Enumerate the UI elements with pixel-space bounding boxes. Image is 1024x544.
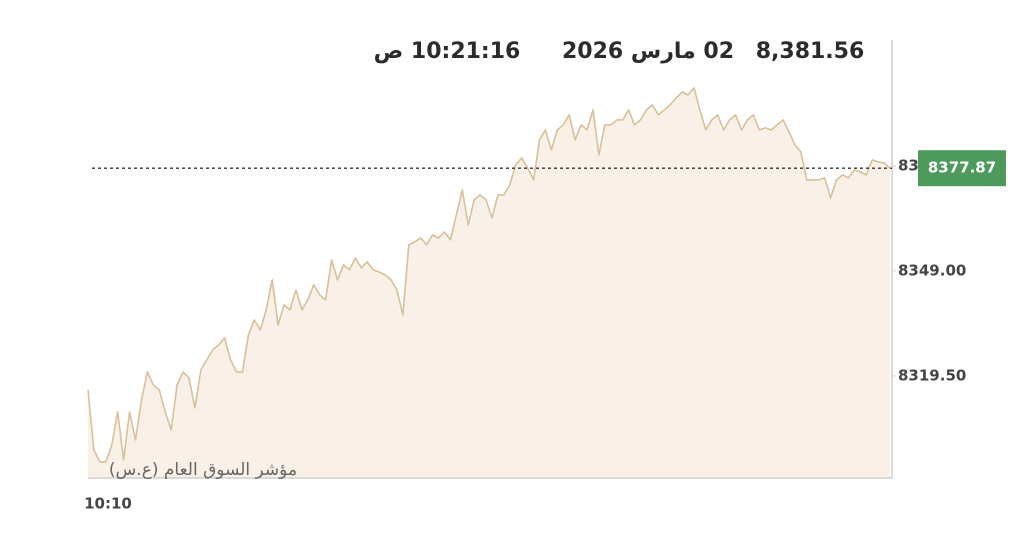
last-price-label: 8377.87 — [928, 159, 996, 177]
header-date: 02 مارس 2026 — [562, 39, 734, 64]
header-time: 10:21:16 ص — [374, 39, 521, 64]
last-price-badge — [918, 150, 1006, 187]
y-tick-label: 8349.00 — [898, 261, 966, 279]
price-line — [87, 87, 891, 463]
x-tick-label: 10:10 — [84, 495, 132, 513]
area-fill — [88, 87, 890, 479]
index-name: مؤشر السوق العام (ع.س) — [109, 460, 297, 480]
y-tick-label: 8319.50 — [898, 366, 966, 384]
header-price: 8,381.56 — [756, 39, 865, 64]
